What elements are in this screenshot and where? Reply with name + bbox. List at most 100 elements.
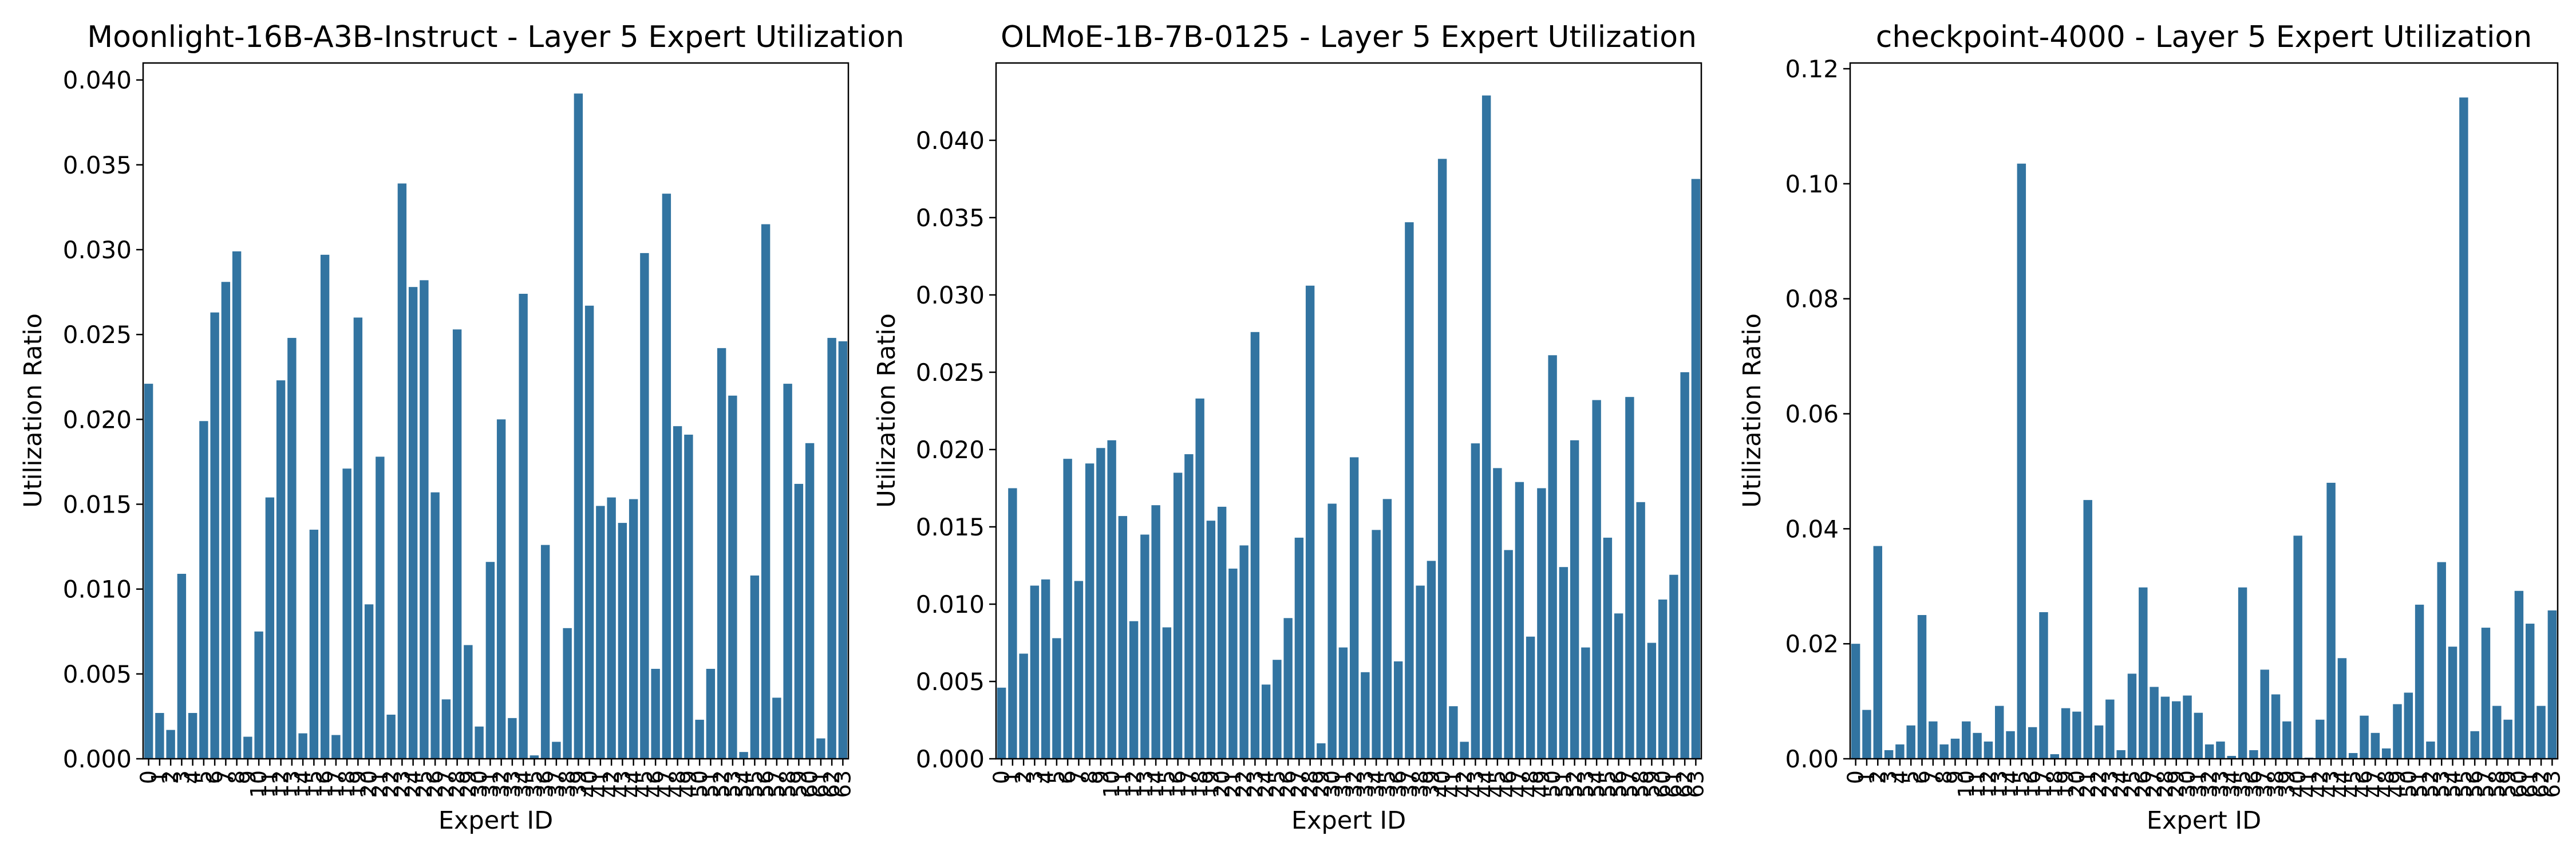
bar xyxy=(420,280,429,759)
bar xyxy=(2293,535,2302,759)
bar xyxy=(1294,537,1304,759)
axes-frame xyxy=(142,62,850,760)
bar xyxy=(772,698,781,759)
bar xyxy=(1559,567,1568,759)
bar xyxy=(1372,530,1381,759)
x-tick-label: 25 xyxy=(2119,770,2144,798)
x-tick-label: 55 xyxy=(1595,770,1620,798)
x-tick-label: 28 xyxy=(1298,770,1323,798)
x-tick-label: 38 xyxy=(1408,770,1433,798)
bar xyxy=(1030,585,1040,759)
x-tick-label: 50 xyxy=(2396,770,2421,798)
x-tick-label: 42 xyxy=(1452,770,1477,798)
x-tick-label: 18 xyxy=(334,770,359,798)
bar xyxy=(2514,590,2524,759)
x-tick-label: 63 xyxy=(830,770,855,798)
bar xyxy=(1548,355,1557,759)
bar xyxy=(2194,712,2203,759)
x-tick-label: 16 xyxy=(2020,770,2045,798)
bar xyxy=(1250,332,1260,759)
bar xyxy=(1647,643,1657,759)
bar xyxy=(2360,715,2369,759)
bar xyxy=(673,426,682,759)
bar xyxy=(997,687,1006,759)
x-tick-label: 57 xyxy=(764,770,789,798)
x-tick-label: 10 xyxy=(1099,770,1124,798)
bar xyxy=(265,497,275,759)
x-tick-label: 26 xyxy=(422,770,448,798)
y-tick-label: 0.10 xyxy=(1785,170,1839,198)
x-tick-label: 21 xyxy=(2075,770,2100,798)
bar xyxy=(2204,744,2214,759)
bar xyxy=(1851,644,1860,759)
bar xyxy=(441,699,451,759)
y-tick-label: 0.020 xyxy=(63,405,132,434)
x-tick-label: 30 xyxy=(2175,770,2200,798)
bar xyxy=(2393,704,2402,759)
x-tick-label: 33 xyxy=(1353,770,1378,798)
bar xyxy=(1515,482,1524,759)
bar xyxy=(1273,660,1282,759)
x-tick-label: 2 xyxy=(1011,770,1036,784)
x-tick-label: 25 xyxy=(1265,770,1290,798)
x-tick-label: 47 xyxy=(1507,770,1532,798)
bar xyxy=(298,733,307,759)
bar xyxy=(1041,579,1050,759)
bar xyxy=(1283,618,1293,759)
x-tick-label: 3 xyxy=(169,770,194,784)
x-tick-label: 59 xyxy=(786,770,811,798)
x-tick-label: 43 xyxy=(1463,770,1488,798)
bar xyxy=(1393,661,1403,759)
x-tick-label: 43 xyxy=(2318,770,2344,798)
bar xyxy=(1405,222,1414,759)
bar xyxy=(166,730,175,759)
bar xyxy=(2249,750,2258,759)
bar xyxy=(1603,537,1613,759)
bar xyxy=(695,719,704,759)
x-tick-label: 12 xyxy=(268,770,294,798)
bar xyxy=(1327,503,1337,759)
bars xyxy=(1851,97,2557,759)
bar xyxy=(475,726,484,759)
x-tick-label: 60 xyxy=(1650,770,1676,798)
bar xyxy=(530,755,539,759)
bar xyxy=(376,456,385,759)
y-tick-label: 0.02 xyxy=(1785,630,1839,658)
y-tick-label: 0.000 xyxy=(63,745,132,773)
bar xyxy=(1305,285,1315,759)
x-tick-label: 39 xyxy=(1419,770,1444,798)
bar xyxy=(1862,710,1871,759)
x-tick-label: 28 xyxy=(2152,770,2178,798)
x-tick-label: 28 xyxy=(445,770,470,798)
x-tick-label: 44 xyxy=(621,770,646,798)
x-tick-label: 60 xyxy=(797,770,823,798)
bar xyxy=(210,312,219,759)
x-tick-label: 1 xyxy=(1854,770,1879,784)
y-tick-label: 0.030 xyxy=(63,236,132,264)
bar xyxy=(618,523,627,759)
x-tick-label: 52 xyxy=(1562,770,1587,798)
y-tick-label: 0.015 xyxy=(63,490,132,518)
bar xyxy=(2426,741,2435,759)
bar xyxy=(717,348,726,759)
x-tick-label: 15 xyxy=(2009,770,2034,798)
x-tick-label: 35 xyxy=(521,770,547,798)
x-tick-label: 1 xyxy=(147,770,172,784)
bar xyxy=(1994,706,2004,759)
axes-frame xyxy=(1849,62,2559,760)
bar xyxy=(2072,711,2081,759)
x-tick-label: 59 xyxy=(1639,770,1664,798)
bar xyxy=(1570,440,1579,759)
x-tick-label: 46 xyxy=(2352,770,2377,798)
bar xyxy=(2050,754,2060,759)
x-tick-label: 5 xyxy=(1044,770,1069,784)
x-tick-label: 62 xyxy=(1672,770,1697,798)
bar xyxy=(1929,721,1938,759)
x-tick-label: 34 xyxy=(2219,770,2244,798)
bar xyxy=(1008,488,1017,759)
bar xyxy=(1019,653,1028,759)
bar xyxy=(1884,750,1894,759)
x-tick-label: 8 xyxy=(1931,770,1957,784)
x-tick-label: 63 xyxy=(2539,770,2565,798)
x-tick-label: 24 xyxy=(401,770,426,798)
